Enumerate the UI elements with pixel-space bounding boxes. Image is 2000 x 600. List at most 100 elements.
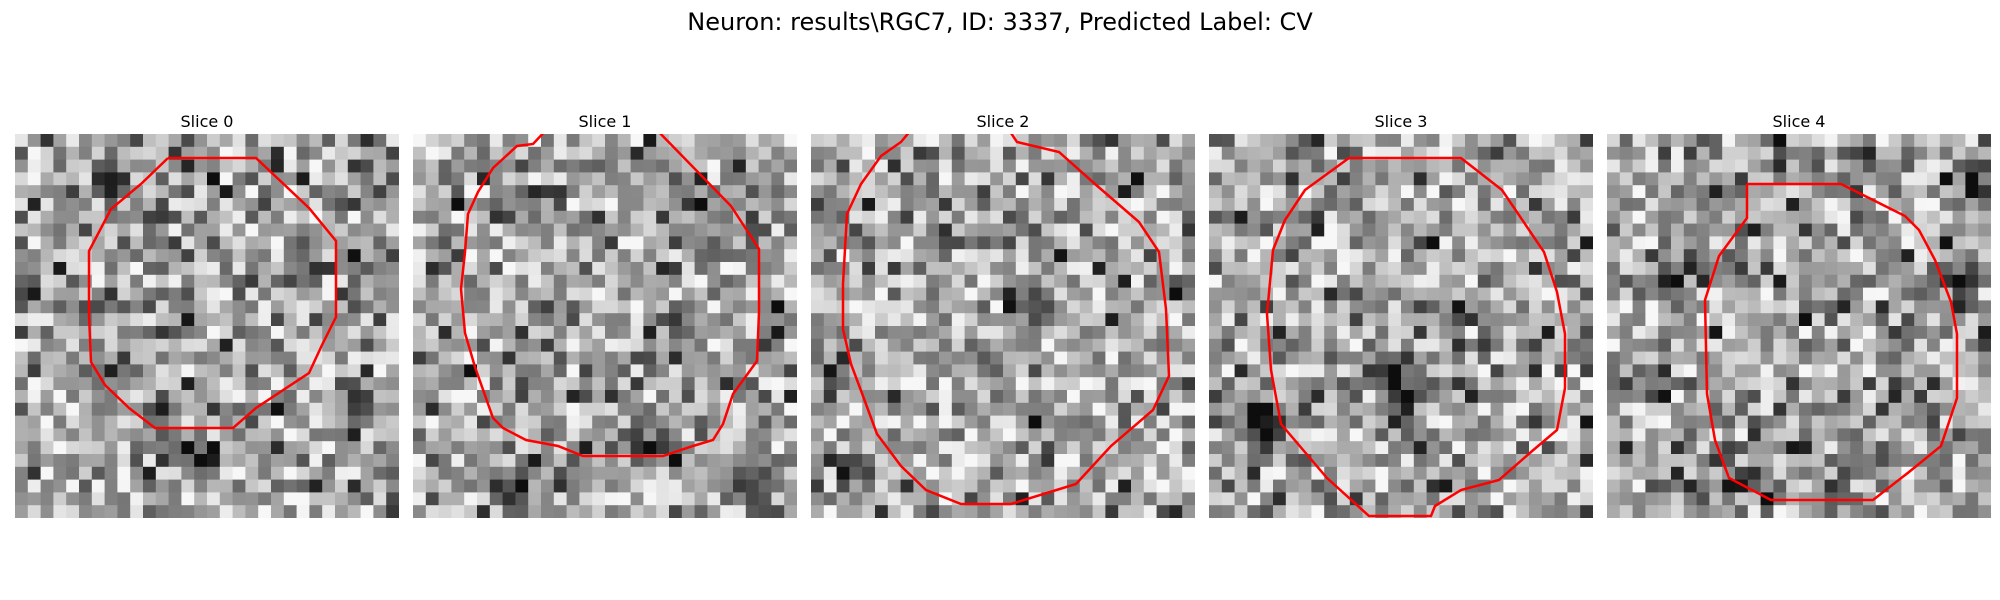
pixel-cell	[386, 377, 399, 391]
pixel-cell	[681, 313, 695, 327]
pixel-cell	[1567, 198, 1581, 212]
pixel-cell	[1554, 390, 1568, 404]
pixel-cell	[1888, 492, 1902, 506]
pixel-cell	[1169, 454, 1183, 468]
pixel-cell	[502, 492, 516, 506]
pixel-cell	[258, 402, 272, 416]
pixel-cell	[232, 402, 246, 416]
pixel-cell	[1465, 441, 1479, 455]
pixel-cell	[1760, 338, 1774, 352]
pixel-cell	[1607, 249, 1621, 263]
pixel-cell	[1747, 223, 1761, 237]
pixel-cell	[1439, 466, 1453, 480]
pixel-cell	[181, 198, 195, 212]
pixel-cell	[1811, 415, 1825, 429]
pixel-cell	[271, 326, 285, 340]
pixel-cell	[1067, 134, 1081, 148]
pixel-cell	[566, 505, 580, 518]
pixel-cell	[425, 287, 439, 301]
pixel-cell	[528, 223, 542, 237]
pixel-cell	[155, 287, 169, 301]
pixel-cell	[745, 287, 759, 301]
pixel-cell	[681, 479, 695, 493]
pixel-cell	[541, 402, 555, 416]
pixel-cell	[1567, 492, 1581, 506]
pixel-cell	[1452, 287, 1466, 301]
pixel-cell	[1003, 505, 1017, 518]
pixel-cell	[155, 223, 169, 237]
pixel-cell	[79, 210, 93, 224]
pixel-cell	[1209, 172, 1223, 186]
pixel-cell	[1285, 364, 1299, 378]
pixel-cell	[1554, 236, 1568, 250]
pixel-cell	[836, 146, 850, 160]
pixel-cell	[1554, 172, 1568, 186]
pixel-cell	[592, 313, 606, 327]
pixel-cell	[720, 210, 734, 224]
pixel-cell	[1260, 390, 1274, 404]
pixel-cell	[758, 300, 772, 314]
pixel-cell	[451, 479, 465, 493]
pixel-cell	[1003, 274, 1017, 288]
pixel-cell	[1067, 428, 1081, 442]
pixel-cell	[823, 134, 837, 148]
pixel-cell	[1143, 313, 1157, 327]
pixel-cell	[605, 326, 619, 340]
pixel-cell	[155, 172, 169, 186]
pixel-cell	[630, 415, 644, 429]
pixel-cell	[1554, 198, 1568, 212]
pixel-cell	[79, 415, 93, 429]
slice-title: Slice 2	[976, 112, 1030, 131]
pixel-cell	[707, 210, 721, 224]
pixel-cell	[977, 172, 991, 186]
pixel-cell	[1863, 262, 1877, 276]
pixel-cell	[1619, 313, 1633, 327]
pixel-cell	[258, 172, 272, 186]
pixel-cell	[117, 351, 131, 365]
pixel-cell	[438, 172, 452, 186]
pixel-cell	[1786, 134, 1800, 148]
pixel-cell	[939, 351, 953, 365]
pixel-cell	[1143, 492, 1157, 506]
pixel-cell	[1760, 262, 1774, 276]
pixel-cell	[643, 274, 657, 288]
pixel-cell	[694, 185, 708, 199]
pixel-cell	[1375, 236, 1389, 250]
pixel-cell	[1388, 428, 1402, 442]
pixel-cell	[1580, 479, 1593, 493]
pixel-cell	[1054, 377, 1068, 391]
pixel-cell	[1696, 134, 1710, 148]
pixel-cell	[1490, 249, 1504, 263]
pixel-cell	[1671, 313, 1685, 327]
pixel-cell	[1118, 300, 1132, 314]
pixel-cell	[91, 300, 105, 314]
pixel-cell	[1349, 402, 1363, 416]
pixel-cell	[1131, 402, 1145, 416]
pixel-cell	[771, 390, 785, 404]
pixel-cell	[15, 262, 29, 276]
pixel-cell	[1735, 172, 1749, 186]
pixel-cell	[1118, 134, 1132, 148]
pixel-cell	[1888, 249, 1902, 263]
pixel-cell	[232, 185, 246, 199]
pixel-cell	[643, 198, 657, 212]
pixel-cell	[566, 364, 580, 378]
pixel-cell	[335, 300, 349, 314]
pixel-cell	[1349, 351, 1363, 365]
pixel-cell	[413, 428, 427, 442]
pixel-cell	[130, 428, 144, 442]
pixel-cell	[1863, 466, 1877, 480]
pixel-cell	[977, 390, 991, 404]
pixel-cell	[849, 390, 863, 404]
pixel-cell	[1337, 223, 1351, 237]
pixel-cell	[1311, 492, 1325, 506]
pixel-cell	[360, 505, 374, 518]
pixel-cell	[964, 274, 978, 288]
pixel-cell	[477, 159, 491, 173]
pixel-cell	[887, 338, 901, 352]
pixel-cell	[15, 146, 29, 160]
pixel-cell	[515, 274, 529, 288]
pixel-cell	[283, 492, 297, 506]
pixel-cell	[1735, 287, 1749, 301]
pixel-cell	[386, 223, 399, 237]
